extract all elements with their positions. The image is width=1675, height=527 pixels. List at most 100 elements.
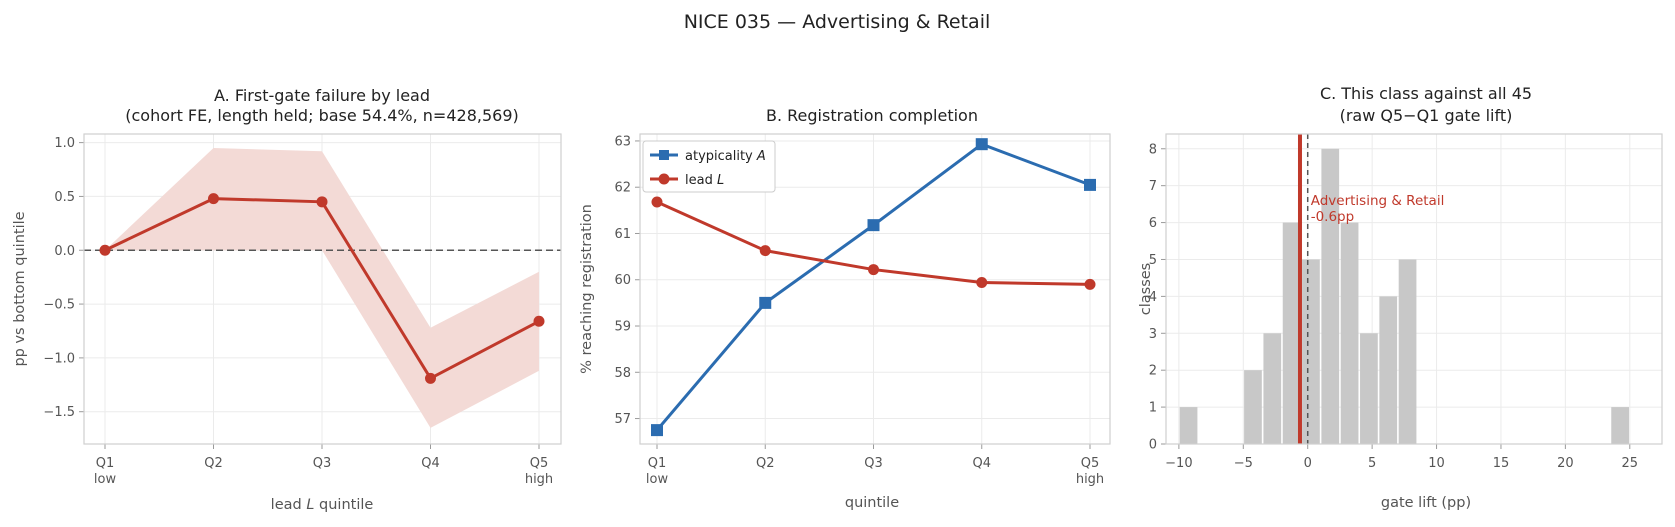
x-tick-label: Q3 [313, 456, 332, 471]
histogram-bar [1244, 370, 1262, 444]
data-point [208, 193, 219, 205]
panel-c-bars [1179, 148, 1629, 444]
x-tick-label: 0 [1304, 456, 1312, 471]
x-tick-label: Q5 [1081, 456, 1100, 471]
data-point [316, 196, 328, 208]
highlight-value-label: -0.6pp [1311, 209, 1354, 225]
x-tick-sublabel: high [525, 472, 553, 487]
legend-square-marker [659, 150, 669, 160]
y-tick-label: 0 [1149, 438, 1157, 453]
panel-a-x-label: lead L quintile [271, 497, 374, 513]
histogram-bar [1398, 259, 1417, 444]
panel-c-reference-lines [1297, 134, 1309, 444]
data-point-lead [651, 196, 663, 208]
y-tick-label: 60 [614, 273, 631, 288]
data-point-lead [976, 277, 988, 289]
y-tick-label: 4 [1149, 290, 1157, 305]
data-point-atypicality [1084, 178, 1096, 191]
data-point-atypicality [975, 138, 988, 151]
panel-b-series [651, 138, 1096, 437]
legend-label-lead: lead L [685, 173, 724, 188]
highlight-label: Advertising & Retail [1311, 193, 1445, 209]
y-tick-label: 5 [1149, 253, 1157, 268]
panel-a-y-label: pp vs bottom quintile [12, 211, 28, 366]
panel-b-y-axis: 57 58 59 60 61 62 63 [614, 134, 640, 427]
y-tick-label: 62 [614, 181, 631, 196]
x-tick-label: 10 [1428, 456, 1445, 471]
histogram-bar [1611, 407, 1629, 444]
x-tick-sublabel: high [1076, 472, 1104, 487]
y-tick-label: 57 [614, 412, 631, 427]
panel-a-series [99, 193, 545, 384]
x-tick-label: 20 [1557, 456, 1574, 471]
x-tick-label: Q4 [972, 456, 991, 471]
y-tick-label: −0.5 [43, 298, 75, 313]
legend-circle-marker [658, 173, 670, 185]
y-tick-label: 2 [1149, 364, 1157, 379]
histogram-bar [1360, 333, 1378, 444]
x-tick-label: 5 [1368, 456, 1376, 471]
y-tick-label: −1.0 [43, 351, 75, 366]
y-tick-label: 0.0 [54, 244, 75, 259]
panel-c-x-axis: −10 −5 0 5 10 15 20 25 [1165, 444, 1638, 471]
y-tick-label: 7 [1149, 179, 1157, 194]
panel-c-title-line1: C. This class against all 45 [1320, 84, 1532, 103]
panel-b-y-label: % reaching registration [579, 204, 595, 374]
panel-c-x-label: gate lift (pp) [1381, 495, 1471, 511]
y-tick-label: 63 [614, 134, 631, 149]
data-point [533, 315, 545, 327]
panel-a-y-axis: 1.0 0.5 0.0 −0.5 −1.0 −1.5 [43, 136, 84, 420]
panel-c-frame [1165, 133, 1663, 445]
panel-a-frame [83, 133, 562, 445]
x-tick-label: Q2 [204, 456, 223, 471]
x-tick-label: Q4 [421, 456, 440, 471]
y-tick-label: −1.5 [43, 405, 75, 420]
histogram-bar [1179, 407, 1198, 444]
x-tick-label: Q1 [96, 456, 115, 471]
confidence-band [105, 147, 539, 428]
panel-b-x-label: quintile [845, 495, 899, 511]
x-tick-sublabel: low [646, 472, 669, 487]
figure-title: NICE 035 — Advertising & Retail [684, 11, 991, 33]
data-point [99, 244, 111, 256]
histogram-bar [1340, 222, 1359, 444]
histogram-bar [1379, 296, 1398, 444]
panel-a-title-line2: (cohort FE, length held; base 54.4%, n=4… [125, 106, 519, 125]
y-tick-label: 59 [614, 320, 631, 335]
data-point-lead [759, 245, 771, 257]
y-tick-label: 61 [614, 227, 631, 242]
histogram-bar [1321, 148, 1340, 444]
panel-b-title: B. Registration completion [766, 106, 978, 125]
data-point [425, 372, 436, 384]
x-tick-label: 25 [1622, 456, 1639, 471]
x-tick-label: −10 [1165, 456, 1192, 471]
panel-a-ci-band [105, 147, 539, 428]
panel-a-title-line1: A. First-gate failure by lead [214, 86, 430, 105]
data-point-atypicality [651, 424, 663, 437]
panel-b-legend: atypicality A lead L [642, 140, 776, 193]
panel-c: C. This class against all 45 (raw Q5−Q1 … [1138, 84, 1663, 511]
data-point-lead [1084, 278, 1096, 290]
histogram-bar [1263, 333, 1282, 444]
data-point-lead [868, 264, 879, 276]
panel-a: A. First-gate failure by lead (cohort FE… [12, 86, 562, 513]
x-tick-label: −5 [1234, 456, 1253, 471]
y-tick-label: 8 [1149, 142, 1157, 157]
panel-c-y-label: classes [1138, 263, 1154, 315]
x-tick-label: 15 [1493, 456, 1510, 471]
data-point-atypicality [759, 296, 772, 309]
x-tick-sublabel: low [94, 472, 117, 487]
x-tick-label: Q2 [756, 456, 775, 471]
panel-b-frame [639, 133, 1111, 445]
y-tick-label: 0.5 [54, 190, 75, 205]
data-point-atypicality [867, 219, 880, 232]
histogram-bar [1282, 222, 1301, 444]
y-tick-label: 58 [614, 366, 631, 381]
panel-c-y-axis: 0 1 2 3 4 5 6 7 8 [1149, 142, 1166, 453]
y-tick-label: 6 [1149, 216, 1157, 231]
panel-c-title-line2: (raw Q5−Q1 gate lift) [1340, 106, 1513, 125]
